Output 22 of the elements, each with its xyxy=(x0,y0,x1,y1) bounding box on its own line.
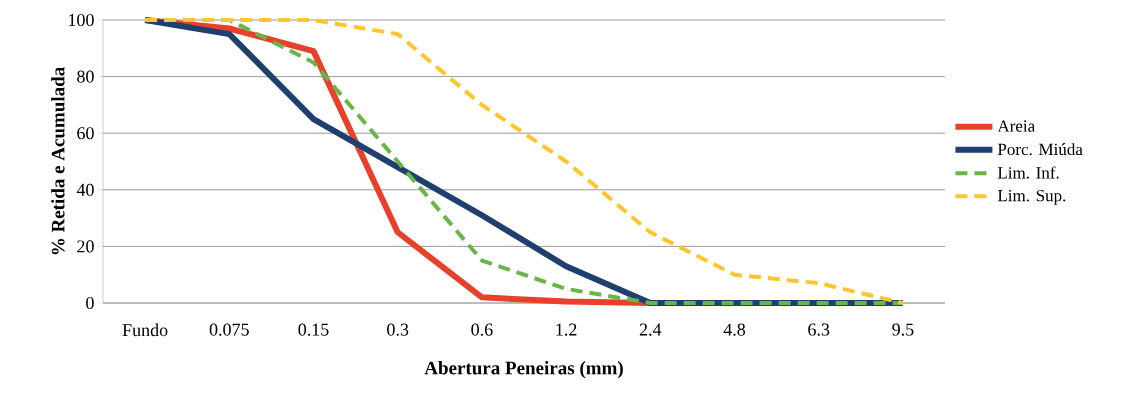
x-tick-label: 4.8 xyxy=(723,323,746,336)
legend-label: Lim. Sup. xyxy=(997,189,1066,205)
y-tick-label: 20 xyxy=(77,240,94,253)
x-tick-label: 6.3 xyxy=(808,323,830,336)
y-tick-label: 40 xyxy=(76,183,94,196)
y-tick-label: 60 xyxy=(77,127,94,140)
x-tick-label: 0.075 xyxy=(209,323,249,336)
x-tick-label: 9.5 xyxy=(892,323,914,336)
legend-label: Areia xyxy=(997,120,1035,132)
x-axis-title: Abertura Peneiras (mm) xyxy=(424,361,623,379)
x-tick-label: 0.15 xyxy=(298,323,329,336)
legend-label: Porc. Miúda xyxy=(997,143,1083,156)
y-axis-title: % Retida e Acumulada xyxy=(51,67,65,255)
y-tick-label: 0 xyxy=(86,296,94,310)
legend-label: Lim. Inf. xyxy=(997,166,1059,179)
x-tick-label: 0.6 xyxy=(471,323,493,336)
x-tick-label: Fundo xyxy=(122,323,168,337)
x-tick-label: 0.3 xyxy=(387,323,409,336)
y-tick-label: 80 xyxy=(77,70,94,83)
x-tick-label: 2.4 xyxy=(639,323,662,336)
y-tick-label: 100 xyxy=(69,13,94,27)
x-tick-label: 1.2 xyxy=(556,323,577,336)
